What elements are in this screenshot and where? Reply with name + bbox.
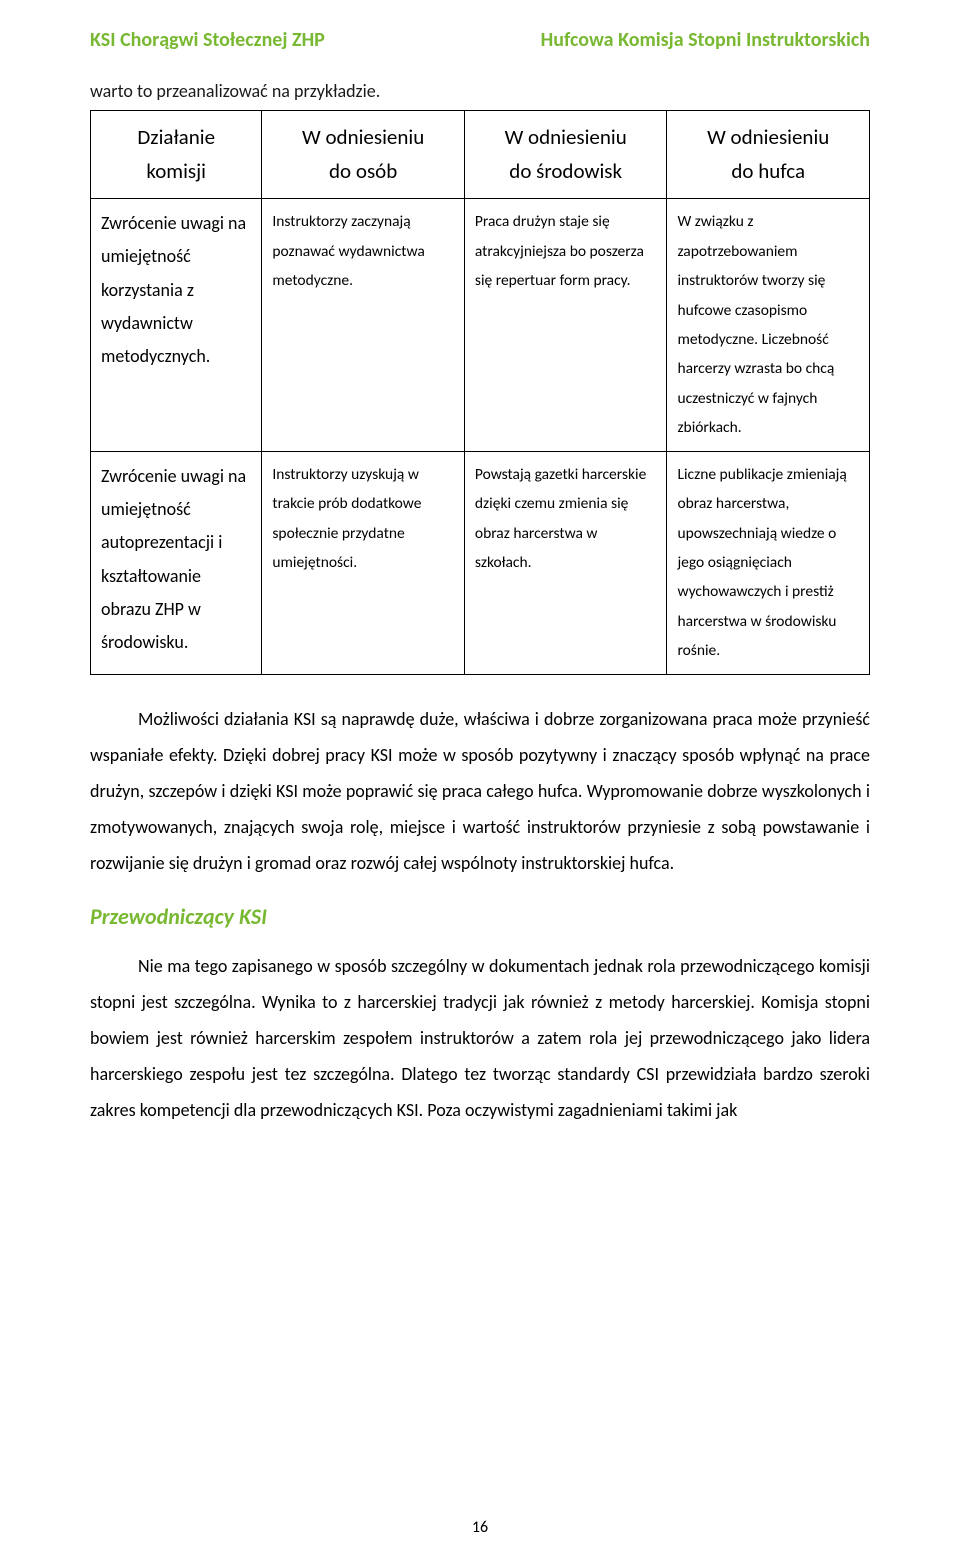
cell-srodowisk: Powstają gazetki harcerskie dzięki czemu…: [464, 451, 667, 674]
page-header: KSI Chorągwi Stołecznej ZHP Hufcowa Komi…: [90, 28, 870, 52]
th-text: do osób: [329, 158, 397, 184]
th-osob: W odniesieniu do osób: [262, 111, 465, 199]
th-text: W odniesieniu: [302, 124, 424, 150]
cell-srodowisk: Praca drużyn staje się atrakcyjniejsza b…: [464, 199, 667, 452]
row-label: Zwrócenie uwagi na umiejętność autopreze…: [91, 451, 262, 674]
cell-osob: Instruktorzy zaczynają poznawać wydawnic…: [262, 199, 465, 452]
header-right: Hufcowa Komisja Stopni Instruktorskich: [541, 28, 870, 52]
th-text: Działanie: [137, 124, 215, 150]
intro-text: warto to przeanalizować na przykładzie.: [90, 80, 870, 102]
paragraph-summary: Możliwości działania KSI są naprawdę duż…: [90, 701, 870, 881]
cell-hufca: W związku z zapotrzebowaniem instruktoró…: [667, 199, 870, 452]
th-text: do hufca: [731, 158, 805, 184]
cell-osob: Instruktorzy uzyskują w trakcie prób dod…: [262, 451, 465, 674]
th-text: komisji: [146, 158, 206, 184]
section-title: Przewodniczący KSI: [90, 903, 870, 930]
th-dzialanie: Działanie komisji: [91, 111, 262, 199]
th-text: W odniesieniu: [707, 124, 829, 150]
row-label: Zwrócenie uwagi na umiejętność korzystan…: [91, 199, 262, 452]
header-left: KSI Chorągwi Stołecznej ZHP: [90, 28, 325, 52]
paragraph-section: Nie ma tego zapisanego w sposób szczegól…: [90, 948, 870, 1128]
main-table: Działanie komisji W odniesieniu do osób …: [90, 110, 870, 675]
page: KSI Chorągwi Stołecznej ZHP Hufcowa Komi…: [0, 0, 960, 1559]
th-text: do środowisk: [509, 158, 622, 184]
th-srodowisk: W odniesieniu do środowisk: [464, 111, 667, 199]
table-header-row: Działanie komisji W odniesieniu do osób …: [91, 111, 870, 199]
table-row: Zwrócenie uwagi na umiejętność korzystan…: [91, 199, 870, 452]
page-number: 16: [0, 1518, 960, 1537]
th-text: W odniesieniu: [505, 124, 627, 150]
th-hufca: W odniesieniu do hufca: [667, 111, 870, 199]
table-row: Zwrócenie uwagi na umiejętność autopreze…: [91, 451, 870, 674]
cell-hufca: Liczne publikacje zmieniają obraz harcer…: [667, 451, 870, 674]
